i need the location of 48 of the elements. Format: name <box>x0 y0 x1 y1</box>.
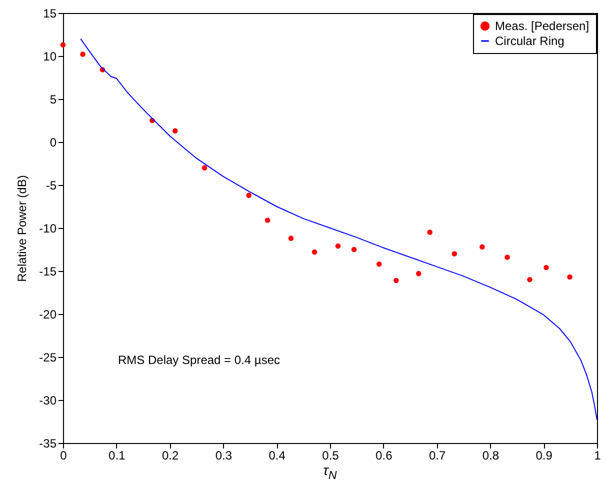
point <box>312 249 318 255</box>
y-tick-label: -35 <box>39 436 57 450</box>
point <box>202 165 208 170</box>
x-tick-label: 0.9 <box>536 448 553 462</box>
y-tick-label: 10 <box>43 50 57 64</box>
point <box>527 276 532 282</box>
point <box>376 261 382 267</box>
point <box>544 264 549 270</box>
x-tick-label: 0 <box>60 448 68 462</box>
x-tick-label: 0.1 <box>108 448 126 462</box>
point <box>335 243 341 249</box>
y-axis-title: Relative Power (dB) <box>15 175 30 282</box>
y-tick-label: -10 <box>39 222 57 236</box>
y-tick-label: 0 <box>50 136 57 150</box>
point <box>60 42 66 48</box>
annotation: RMS Delay Spread = 0.4 µsec <box>118 353 280 367</box>
x-tick-label: 0.3 <box>215 448 232 462</box>
x-axis-title: τ$_{N}$ <box>322 462 338 482</box>
point <box>264 218 270 223</box>
point <box>246 192 252 198</box>
x-tick-label: 1 <box>594 448 602 462</box>
point <box>351 246 357 252</box>
y-tick-label: -25 <box>39 350 57 364</box>
legend-label: Circular Ring <box>495 34 564 48</box>
x-tick-label: 0.2 <box>162 448 179 462</box>
point <box>480 244 485 250</box>
y-tick-label: -30 <box>39 394 57 408</box>
y-tick-label: 5 <box>50 92 57 106</box>
point <box>427 230 433 235</box>
line-series <box>80 38 598 420</box>
y-tick-label: -5 <box>46 178 57 192</box>
point <box>80 52 86 57</box>
x-tick-label: 0.8 <box>482 448 500 462</box>
x-tick-label: 0.5 <box>322 448 340 462</box>
y-tick-label: 15 <box>43 6 57 20</box>
point <box>288 236 294 241</box>
point <box>416 270 422 276</box>
point <box>504 254 510 260</box>
x-tick-label: 0.7 <box>428 448 446 462</box>
legend-label: Meas. [Pedersen] <box>495 19 590 33</box>
y-tick-label: -15 <box>39 264 57 278</box>
point <box>394 278 399 284</box>
point <box>452 251 458 256</box>
x-tick-label: 0.6 <box>376 448 393 462</box>
y-tick-label: -20 <box>39 308 57 322</box>
point <box>567 274 572 280</box>
x-tick-label: 0.4 <box>268 448 286 462</box>
point <box>172 128 178 134</box>
